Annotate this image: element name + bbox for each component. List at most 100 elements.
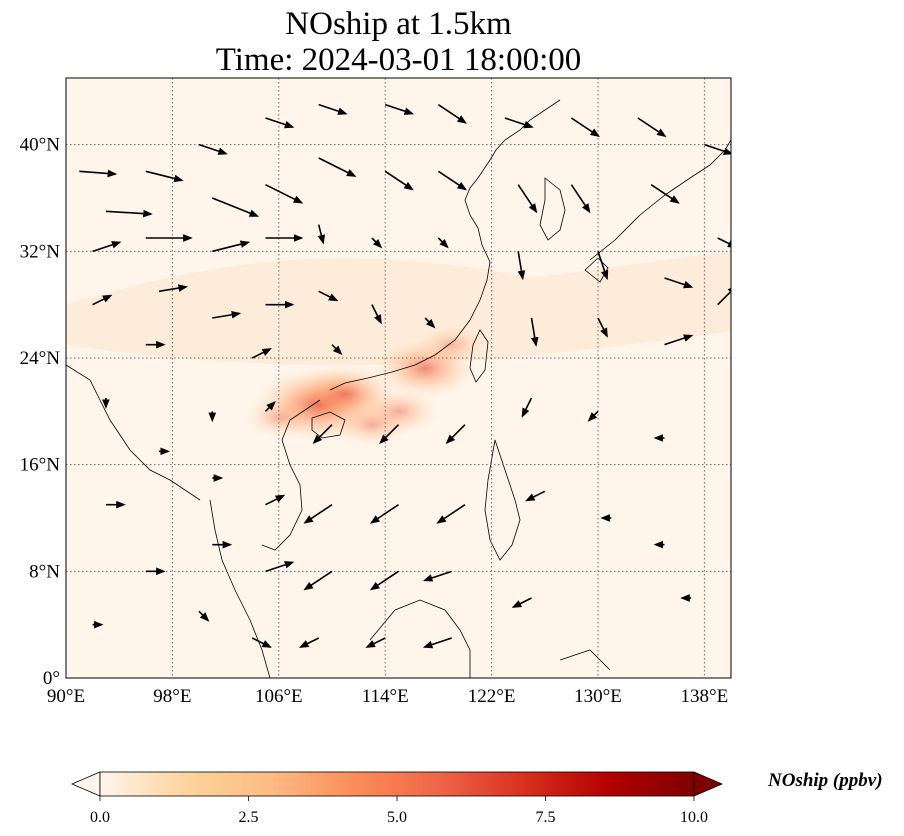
colorbar-tick-label: 7.5 [536, 809, 556, 826]
wind-arrow [521, 397, 533, 418]
lat-ticks: 0° 8°N 16°N 24°N 32°N 40°N [20, 135, 61, 689]
coast-taiwan [469, 329, 489, 383]
colorbar-extend-max [693, 771, 724, 797]
lat-tick-label: 32°N [20, 241, 61, 262]
wind-arrow [264, 400, 276, 412]
wind-arrow [437, 170, 467, 191]
hotspot [332, 402, 412, 448]
wind-arrow [251, 348, 272, 359]
lon-tick-label: 138°E [681, 686, 729, 707]
wind-arrow [265, 183, 304, 204]
lat-tick-label: 16°N [20, 455, 61, 476]
lon-tick-label: 122°E [468, 686, 516, 707]
wind-arrow [637, 117, 667, 138]
wind-arrow [158, 284, 188, 293]
wind-arrow [371, 237, 383, 249]
wind-arrow [105, 209, 153, 218]
wind-arrow [530, 317, 539, 347]
wind-arrow [265, 561, 295, 573]
wind-arrow [365, 637, 386, 648]
lat-tick-label: 8°N [29, 561, 60, 582]
colorbar-ticks: 0.0 2.5 5.0 7.5 10.0 [90, 796, 708, 826]
wind-arrow [212, 310, 242, 319]
wind-arrow [318, 103, 348, 115]
wind-arrow [436, 504, 466, 524]
wind-arrow [145, 170, 184, 183]
wind-arrow [570, 117, 600, 138]
wind-arrow [331, 344, 343, 356]
wind-arrow [212, 197, 260, 217]
wind-arrow [251, 637, 272, 648]
coast-malay [209, 499, 271, 678]
map-title-line2: Time: 2024-03-01 18:00:00 [215, 42, 582, 78]
colorbar: 0.0 2.5 5.0 7.5 10.0 [70, 771, 724, 826]
wind-arrow [303, 570, 333, 591]
wind-arrow [384, 103, 415, 115]
wind-arrow [369, 570, 399, 591]
wind-arrow [318, 157, 357, 177]
coast-vietnam [261, 399, 321, 551]
plume-band [66, 251, 731, 366]
field-band [66, 251, 731, 366]
colorbar-label: NOship (ppbv) [768, 770, 883, 791]
coast-hainan [311, 411, 346, 439]
wind-arrow [265, 117, 295, 129]
wind-arrow [265, 494, 286, 506]
wind-arrow [298, 637, 320, 648]
wind-arrow [650, 184, 680, 204]
wind-arrow [92, 294, 113, 306]
wind-arrow [664, 277, 694, 289]
wind-arrow [424, 317, 436, 329]
wind-arrow [212, 240, 251, 253]
wind-arrow [312, 424, 333, 445]
coast-china [329, 99, 561, 391]
coast-borneo [369, 599, 471, 678]
coast-kyushu [584, 257, 609, 283]
wind-arrow [587, 410, 599, 422]
wind-arrow [384, 170, 414, 191]
colorbar-tick-label: 0.0 [90, 809, 110, 826]
wind-arrow [664, 334, 694, 346]
wind-arrow [717, 285, 731, 306]
colorbar-gradient [99, 771, 695, 797]
lat-tick-label: 24°N [20, 348, 61, 369]
wind-arrow [198, 610, 210, 622]
hotspot-layer [243, 324, 487, 448]
wind-arrow [511, 597, 532, 608]
map-frame [65, 77, 732, 679]
wind-arrow [525, 490, 546, 502]
lon-tick-label: 106°E [255, 686, 303, 707]
coastlines [66, 99, 731, 678]
lon-ticks: 90°E 98°E 106°E 114°E 122°E 130°E 138°E [47, 686, 728, 707]
wind-arrow [437, 104, 467, 124]
colorbar-tick-label: 10.0 [680, 809, 708, 826]
wind-arrow [704, 143, 731, 155]
wind-arrow [597, 317, 608, 338]
wind-arrow [504, 117, 534, 129]
wind-arrow [717, 237, 731, 248]
colorbar-tick-label: 2.5 [239, 809, 259, 826]
wind-arrow [445, 424, 466, 445]
lon-tick-label: 130°E [574, 686, 622, 707]
lat-tick-label: 0° [43, 668, 60, 689]
gridlines [66, 78, 731, 678]
colorbar-extend-min [70, 771, 101, 797]
lon-tick-label: 90°E [47, 686, 85, 707]
wind-arrow [369, 504, 399, 524]
lon-tick-label: 98°E [153, 686, 191, 707]
coast-newguinea [559, 649, 611, 671]
lon-tick-label: 114°E [362, 686, 409, 707]
wind-arrow [371, 304, 382, 325]
wind-arrow [317, 224, 326, 245]
wind-arrow [570, 184, 591, 214]
colorbar-tick-label: 5.0 [387, 809, 407, 826]
wind-arrow [318, 290, 339, 302]
wind-vectors [79, 103, 731, 649]
wind-arrow [198, 143, 228, 155]
wind-arrow [92, 241, 122, 253]
coast-korea [539, 177, 566, 241]
wind-arrow [437, 237, 449, 249]
coast-philippines [484, 439, 521, 561]
wind-arrow [517, 184, 538, 214]
